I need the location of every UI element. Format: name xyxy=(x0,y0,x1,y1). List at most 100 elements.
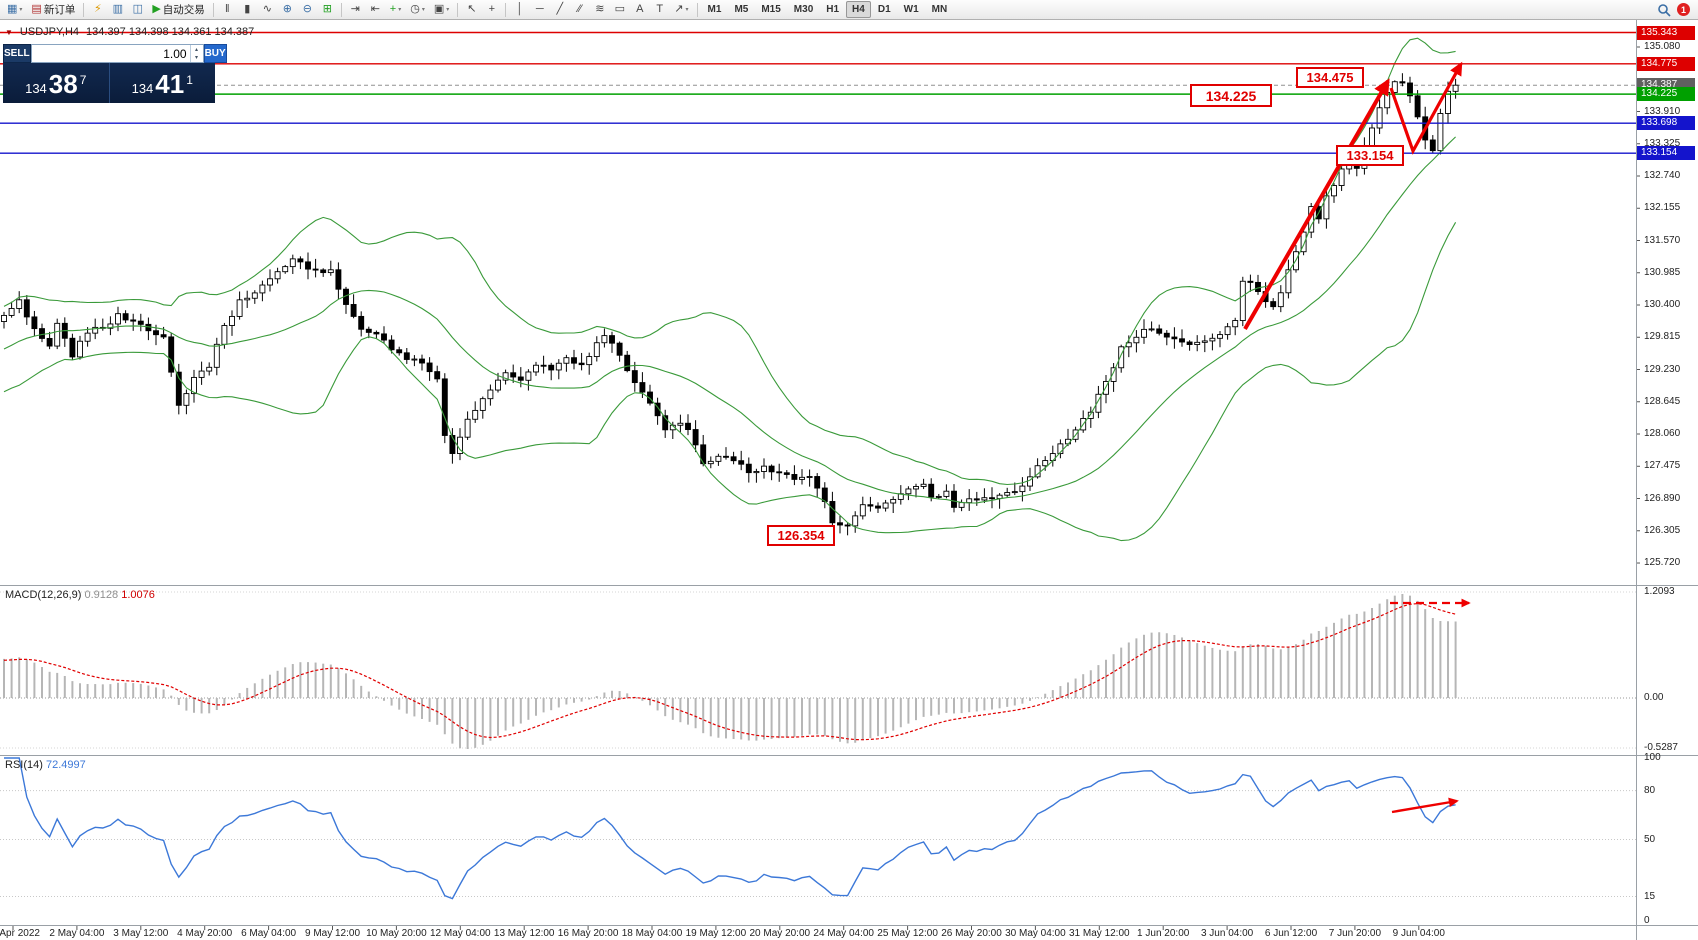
fibonacci-tool-button[interactable]: ≋ xyxy=(590,1,609,18)
trendline-tool-button[interactable]: ╱ xyxy=(550,1,569,18)
timeframe-d1-button[interactable]: D1 xyxy=(872,1,897,18)
line-chart-mode-icon: ∿ xyxy=(262,3,272,15)
candlestick-mode-icon: ▮ xyxy=(244,3,251,15)
new-order-button-label: 新订单 xyxy=(43,4,76,16)
symbol-bar: ▼ USDJPY,H4 134.397 134.398 134.361 134.… xyxy=(5,26,254,38)
macd-indicator-label: MACD(12,26,9) 0.9128 1.0076 xyxy=(5,589,155,601)
rsi-panel-group[interactable] xyxy=(0,757,1636,900)
timeframe-m5-button[interactable]: M5 xyxy=(728,1,754,18)
periods-button[interactable]: ◷ ▾ xyxy=(406,1,429,18)
ohlc-readout: 134.397 134.398 134.361 134.387 xyxy=(86,26,255,38)
symbol-period-label: USDJPY,H4 xyxy=(19,26,80,38)
cursor-tool-button[interactable]: ↖ xyxy=(462,1,481,18)
price-divider xyxy=(108,63,110,103)
toolbar-separator xyxy=(83,2,85,17)
zoom-out-button[interactable]: ⊖ xyxy=(298,1,317,18)
tile-windows-icon: ⊞ xyxy=(322,3,332,15)
metaeditor-button[interactable]: ⚡ xyxy=(88,1,107,18)
text-tool-button[interactable]: A xyxy=(630,1,649,18)
data-window-button[interactable]: ◫ xyxy=(128,1,147,18)
buy-price-prefix: 134 xyxy=(131,81,154,96)
new-order-icon: ▤ xyxy=(31,3,42,15)
bollinger-upper-band xyxy=(3,37,1456,486)
new-chart-button[interactable]: ▦ ▾ xyxy=(3,1,26,18)
data-window-icon: ◫ xyxy=(132,3,144,15)
volume-decrease-button[interactable]: ▾ xyxy=(189,53,203,62)
buy-price-display[interactable]: 134 41 1 xyxy=(110,63,216,103)
new-order-button[interactable]: ▤ 新订单 xyxy=(27,1,79,18)
toolbar-separator xyxy=(340,2,342,17)
templates-button[interactable]: ▣ ▾ xyxy=(430,1,453,18)
timeframe-m1-button[interactable]: M1 xyxy=(702,1,728,18)
tile-windows-button[interactable]: ⊞ xyxy=(318,1,337,18)
candlestick-mode-button[interactable]: ▮ xyxy=(238,1,257,18)
crosshair-tool-icon: + xyxy=(488,3,496,15)
channel-tool-button[interactable]: ⁄⁄ xyxy=(570,1,589,18)
zoom-in-icon: ⊕ xyxy=(282,3,292,15)
bollinger-middle-band xyxy=(3,136,1456,504)
volume-input[interactable] xyxy=(31,45,190,62)
volume-increase-button[interactable]: ▴ xyxy=(189,45,203,54)
sell-price-display[interactable]: 134 38 7 xyxy=(3,63,109,103)
macd-panel-separator[interactable] xyxy=(0,585,1698,586)
shapes-tool-button[interactable]: ▭ xyxy=(610,1,629,18)
main-plot-group[interactable] xyxy=(0,31,1636,542)
new-chart-icon: ▦ xyxy=(7,3,18,15)
line-chart-mode-button[interactable]: ∿ xyxy=(258,1,277,18)
volume-spinner: ▴ ▾ xyxy=(189,45,203,62)
buy-price-big: 41 xyxy=(155,69,185,99)
autotrading-button-label: 自动交易 xyxy=(162,4,205,16)
trade-controls-row: SELL ▴ ▾ BUY xyxy=(3,44,227,63)
label-tool-button[interactable]: T xyxy=(650,1,669,18)
zoom-in-button[interactable]: ⊕ xyxy=(278,1,297,18)
rsi-indicator-label: RSI(14) 72.4997 xyxy=(5,759,86,771)
market-watch-button[interactable]: ▥ xyxy=(108,1,127,18)
buy-button[interactable]: BUY xyxy=(203,44,227,63)
auto-scroll-button[interactable]: ⇥ xyxy=(346,1,365,18)
toolbar: ▦ ▾ ▤ 新订单 ⚡ ▥ ◫ ▶ 自动交易 ǁ ▮ ∿ ⊕ ⊖ ⊞ ⇥ ⇤ + ▾ ◷ ▾ ▣ ▾ ↖ + │ ─ ╱ ⁄⁄ ≋ ▭ A T ↗… xyxy=(0,0,1698,20)
volume-field: ▴ ▾ xyxy=(30,44,204,63)
bollinger-lower-band xyxy=(3,222,1457,542)
sell-button[interactable]: SELL xyxy=(3,44,31,63)
metaeditor-icon: ⚡ xyxy=(93,3,102,15)
timeframe-m30-button[interactable]: M30 xyxy=(788,1,819,18)
indicators-icon: + xyxy=(389,3,397,15)
timeframe-h4-button[interactable]: H4 xyxy=(846,1,871,18)
crosshair-tool-button[interactable]: + xyxy=(482,1,501,18)
market-watch-icon: ▥ xyxy=(112,3,124,15)
pullback-projection-arrow[interactable] xyxy=(1389,61,1463,155)
buy-price-sup: 1 xyxy=(186,73,193,87)
horizontal-line-tool-button[interactable]: ─ xyxy=(530,1,549,18)
autotrading-icon: ▶ xyxy=(152,3,161,15)
chart-shift-button[interactable]: ⇤ xyxy=(366,1,385,18)
rsi-direction-arrow[interactable] xyxy=(1391,797,1459,814)
trendline-tool-icon: ╱ xyxy=(556,3,564,15)
indicators-button[interactable]: + ▾ xyxy=(386,1,405,18)
timeframe-h1-button[interactable]: H1 xyxy=(820,1,845,18)
timeframe-mn-button[interactable]: MN xyxy=(926,1,954,18)
templates-icon: ▣ xyxy=(433,3,445,15)
macd-histogram xyxy=(3,594,1457,750)
price-axis-border xyxy=(1636,20,1637,940)
search-icon[interactable] xyxy=(1657,3,1671,17)
bar-chart-mode-button[interactable]: ǁ xyxy=(218,1,237,18)
cursor-tool-icon: ↖ xyxy=(467,3,477,15)
toolbar-separator xyxy=(212,2,214,17)
timeframe-m15-button[interactable]: M15 xyxy=(755,1,786,18)
auto-scroll-icon: ⇥ xyxy=(350,3,360,15)
notification-badge[interactable]: 1 xyxy=(1677,3,1690,16)
rally-trend-arrow[interactable] xyxy=(1243,78,1390,330)
arrows-tool-button[interactable]: ↗ ▾ xyxy=(670,1,692,18)
trade-prices-row: 134 38 7 134 41 1 xyxy=(3,63,215,103)
vertical-line-tool-button[interactable]: │ xyxy=(510,1,529,18)
macd-panel-group[interactable] xyxy=(0,591,1636,750)
one-click-collapse-icon[interactable]: ▼ xyxy=(5,27,13,37)
rsi-panel-separator[interactable] xyxy=(0,755,1698,756)
drawn-arrows xyxy=(1243,61,1471,814)
text-tool-icon: A xyxy=(636,3,644,15)
label-tool-icon: T xyxy=(656,3,664,15)
timeframe-w1-button[interactable]: W1 xyxy=(898,1,925,18)
autotrading-button[interactable]: ▶ 自动交易 xyxy=(148,1,208,18)
sell-price-big: 38 xyxy=(48,69,78,99)
